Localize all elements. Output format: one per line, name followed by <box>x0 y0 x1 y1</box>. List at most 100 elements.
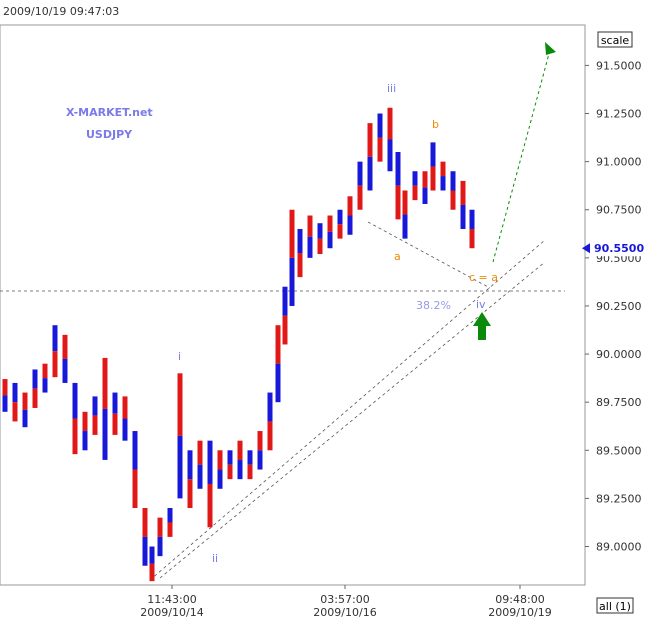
range-bar-lower <box>267 421 273 451</box>
button-frame[interactable] <box>597 31 633 48</box>
button-label[interactable]: all (1) <box>599 600 631 613</box>
range-bar-lower <box>207 483 213 528</box>
range-bar-upper <box>357 161 363 186</box>
range-bar-upper <box>377 113 383 138</box>
scale-button[interactable]: scale <box>597 31 633 48</box>
range-bar-upper <box>142 508 148 537</box>
range-bar-lower <box>317 238 323 255</box>
range-bar-lower <box>62 358 68 383</box>
range-bar-lower <box>257 450 263 470</box>
range-bar-upper <box>347 196 353 216</box>
button-frame[interactable] <box>596 597 634 614</box>
range-bar-lower <box>12 402 18 422</box>
y-tick-label: 89.5000 <box>596 444 642 457</box>
range-bar-upper <box>267 392 273 422</box>
range-bar-lower <box>217 469 223 489</box>
range-bar-upper <box>247 450 253 465</box>
range-bar-lower <box>307 236 313 258</box>
all-button[interactable]: all (1) <box>596 597 634 614</box>
range-bar-lower <box>157 536 163 557</box>
range-bar-lower <box>412 185 418 201</box>
range-bar-lower <box>122 418 128 441</box>
y-tick-label: 90.0000 <box>596 348 642 361</box>
range-bar-upper <box>42 363 48 379</box>
range-bar-lower <box>430 166 436 191</box>
range-bar-upper <box>282 286 288 316</box>
wave-annotation: b <box>432 118 439 131</box>
range-bar-upper <box>157 517 163 537</box>
x-tick-label: 03:57:00 2009/10/16 <box>313 593 376 619</box>
range-bar-upper <box>52 325 58 352</box>
range-bar-lower <box>167 522 173 537</box>
range-bar-lower <box>422 187 428 204</box>
range-bar-upper <box>317 223 323 239</box>
range-bar-lower <box>275 363 281 403</box>
range-bar-lower <box>357 185 363 210</box>
range-bar-lower <box>32 388 38 408</box>
wave-annotation: 38.2% <box>416 299 451 312</box>
range-bar-lower <box>289 257 295 306</box>
range-bar-lower <box>187 479 193 509</box>
range-bar-lower <box>377 137 383 162</box>
range-bar-upper <box>412 171 418 186</box>
range-bar-upper <box>149 546 155 564</box>
range-bar-upper <box>207 440 213 484</box>
range-bar-upper <box>402 190 408 215</box>
last-price-box <box>592 240 650 257</box>
range-bar-upper <box>440 161 446 177</box>
range-bar-upper <box>2 379 8 396</box>
wave-annotation: iii <box>387 82 396 95</box>
range-bar-lower <box>52 351 58 378</box>
y-tick-label: 91.5000 <box>596 59 642 72</box>
wave-annotation: a <box>394 250 401 263</box>
range-bar-lower <box>149 563 155 582</box>
x-tick-label: 11:43:00 2009/10/14 <box>140 593 203 619</box>
y-tick-label: 89.0000 <box>596 541 642 554</box>
wave-annotation: ii <box>212 552 218 565</box>
wave-annotation: c = a <box>469 271 498 284</box>
plot-frame <box>0 24 586 586</box>
y-tick-label: 89.7500 <box>596 396 642 409</box>
projection-line <box>492 49 551 263</box>
range-bar-upper <box>430 142 436 167</box>
range-bar-lower <box>367 156 373 191</box>
range-bar-lower <box>72 418 78 455</box>
range-bar-lower <box>337 224 343 239</box>
range-bar-lower <box>395 185 401 220</box>
range-bar-lower <box>102 408 108 460</box>
range-bar-upper <box>395 152 401 186</box>
range-bar-upper <box>327 215 333 232</box>
range-bar-lower <box>42 378 48 393</box>
range-bar-upper <box>197 440 203 465</box>
range-bar-lower <box>247 464 253 480</box>
button-label[interactable]: scale <box>601 34 630 47</box>
range-bar-upper <box>460 180 466 205</box>
range-bar-upper <box>275 325 281 364</box>
range-bar-upper <box>62 334 68 359</box>
last-price-label: 90.5500 <box>594 242 644 255</box>
range-bar-upper <box>337 209 343 225</box>
range-bar-lower <box>227 464 233 480</box>
y-tick-label: 90.2500 <box>596 300 642 313</box>
last-price-pointer <box>582 243 590 254</box>
range-bar-upper <box>122 396 128 419</box>
y-tick-label: 91.2500 <box>596 108 642 121</box>
y-tick-label: 90.7500 <box>596 204 642 217</box>
range-bar-upper <box>92 396 98 416</box>
range-bar-upper <box>12 382 18 403</box>
range-bar-upper <box>72 382 78 419</box>
range-bar-lower <box>387 139 393 172</box>
range-bar-upper <box>237 440 243 460</box>
range-bar-upper <box>257 431 263 451</box>
range-bar-upper <box>227 450 233 465</box>
range-bar-upper <box>450 171 456 191</box>
range-bar-lower <box>142 536 148 566</box>
range-bar-lower <box>440 176 446 191</box>
range-bar-upper <box>387 107 393 140</box>
range-bar-lower <box>450 190 456 210</box>
range-bar-upper <box>307 215 313 237</box>
wave-annotation: i <box>178 350 181 363</box>
range-bar-lower <box>22 409 28 428</box>
